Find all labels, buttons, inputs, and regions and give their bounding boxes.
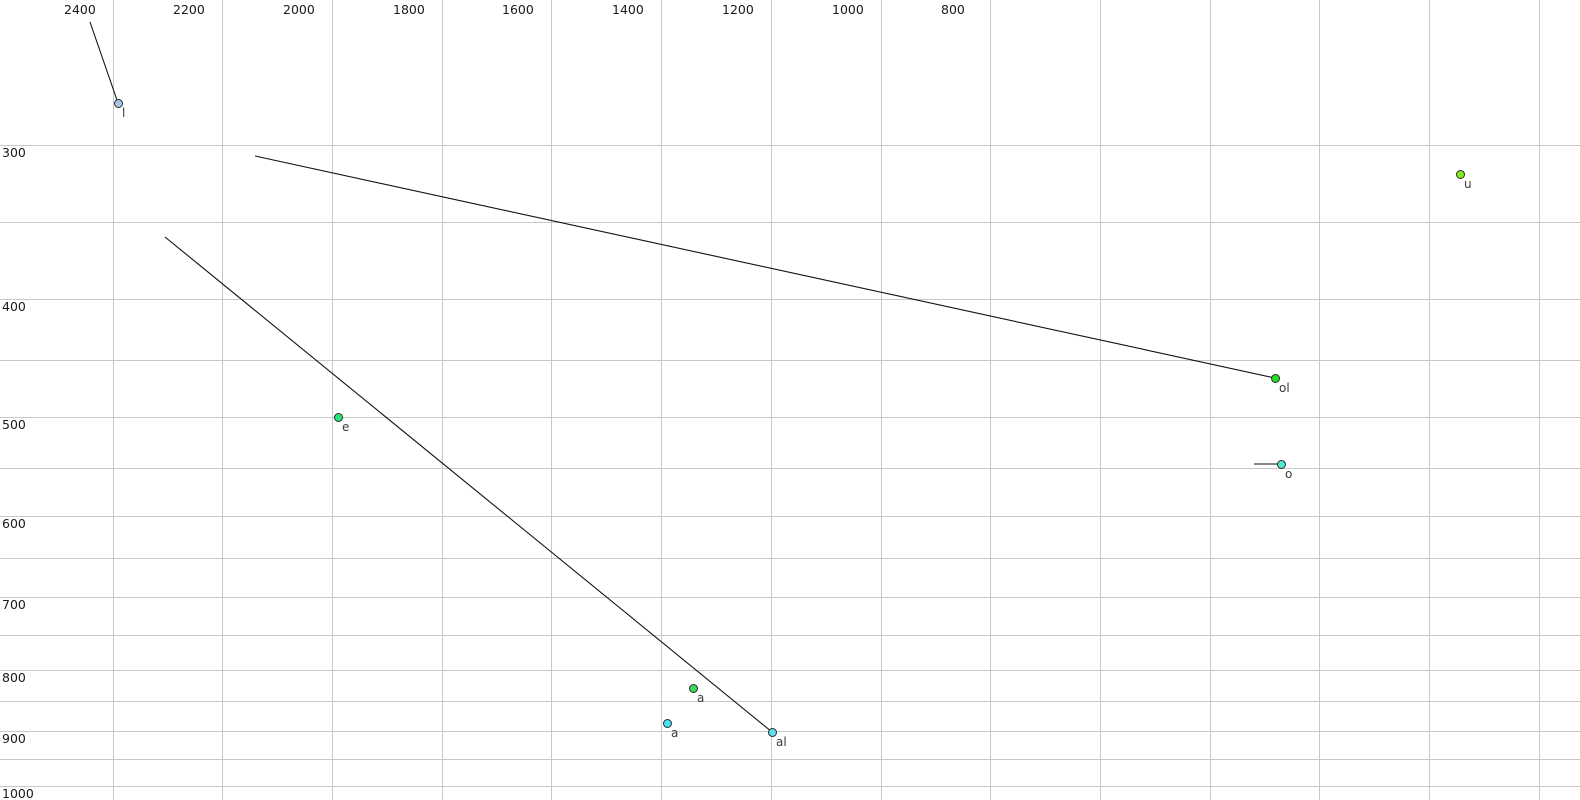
segment-ol bbox=[254, 155, 1276, 379]
y-axis-tick-label: 300 bbox=[2, 145, 26, 160]
gridline-vertical bbox=[1210, 0, 1211, 800]
data-point-label: l bbox=[122, 106, 126, 120]
y-axis-tick-label: 800 bbox=[2, 670, 26, 685]
gridline-horizontal bbox=[0, 145, 1580, 146]
data-point-label: o bbox=[1285, 467, 1293, 481]
y-axis-tick-label: 900 bbox=[2, 731, 26, 746]
x-axis-tick-label: 2000 bbox=[283, 2, 315, 17]
gridline-horizontal bbox=[0, 417, 1580, 418]
gridline-vertical bbox=[222, 0, 223, 800]
gridline-horizontal bbox=[0, 558, 1580, 559]
data-point-label: a bbox=[671, 726, 679, 740]
x-axis-tick-label: 2200 bbox=[173, 2, 205, 17]
gridline-horizontal bbox=[0, 759, 1580, 760]
gridline-horizontal bbox=[0, 731, 1580, 732]
data-point-label: al bbox=[776, 735, 787, 749]
x-axis-tick-label: 1800 bbox=[393, 2, 425, 17]
gridline-vertical bbox=[990, 0, 991, 800]
gridline-horizontal bbox=[0, 222, 1580, 223]
y-axis-tick-label: 600 bbox=[2, 516, 26, 531]
gridline-vertical bbox=[771, 0, 772, 800]
gridline-horizontal bbox=[0, 670, 1580, 671]
gridline-vertical bbox=[332, 0, 333, 800]
x-axis-tick-label: 1200 bbox=[722, 2, 754, 17]
gridline-horizontal bbox=[0, 701, 1580, 702]
gridline-vertical bbox=[1319, 0, 1320, 800]
gridline-vertical bbox=[881, 0, 882, 800]
line-segments-group bbox=[89, 21, 1281, 733]
data-point-label: a bbox=[697, 691, 705, 705]
data-point-marker[interactable] bbox=[1455, 169, 1465, 179]
y-axis-tick-label: 1000 bbox=[2, 786, 34, 800]
data-point-marker[interactable] bbox=[662, 718, 672, 728]
gridline-vertical bbox=[442, 0, 443, 800]
data-point-marker[interactable] bbox=[688, 683, 698, 693]
data-point-marker[interactable] bbox=[113, 98, 123, 108]
y-axis-tick-label: 400 bbox=[2, 299, 26, 314]
gridline-horizontal bbox=[0, 635, 1580, 636]
data-point-marker[interactable] bbox=[1270, 373, 1280, 383]
data-point-marker[interactable] bbox=[1276, 459, 1286, 469]
gridline-horizontal bbox=[0, 516, 1580, 517]
data-point-marker[interactable] bbox=[333, 412, 343, 422]
x-axis-tick-label: 2400 bbox=[64, 2, 96, 17]
x-axis-tick-label: 1400 bbox=[612, 2, 644, 17]
segment-l bbox=[89, 21, 119, 104]
segment-al bbox=[164, 236, 773, 733]
gridline-vertical bbox=[1100, 0, 1101, 800]
gridline-vertical bbox=[551, 0, 552, 800]
gridline-horizontal bbox=[0, 360, 1580, 361]
gridline-horizontal bbox=[0, 468, 1580, 469]
gridline-vertical bbox=[1539, 0, 1540, 800]
gridline-vertical bbox=[661, 0, 662, 800]
data-point-label: ol bbox=[1279, 381, 1290, 395]
y-axis-tick-label: 700 bbox=[2, 597, 26, 612]
x-axis-tick-label: 1000 bbox=[832, 2, 864, 17]
x-axis-tick-label: 800 bbox=[941, 2, 965, 17]
data-point-marker[interactable] bbox=[767, 727, 777, 737]
gridline-horizontal bbox=[0, 299, 1580, 300]
y-axis-tick-label: 500 bbox=[2, 417, 26, 432]
gridline-horizontal bbox=[0, 786, 1580, 787]
data-point-label: u bbox=[1464, 177, 1472, 191]
gridline-horizontal bbox=[0, 597, 1580, 598]
x-axis-tick-label: 1600 bbox=[502, 2, 534, 17]
gridline-vertical bbox=[1429, 0, 1430, 800]
gridline-vertical bbox=[113, 0, 114, 800]
data-point-label: e bbox=[342, 420, 350, 434]
